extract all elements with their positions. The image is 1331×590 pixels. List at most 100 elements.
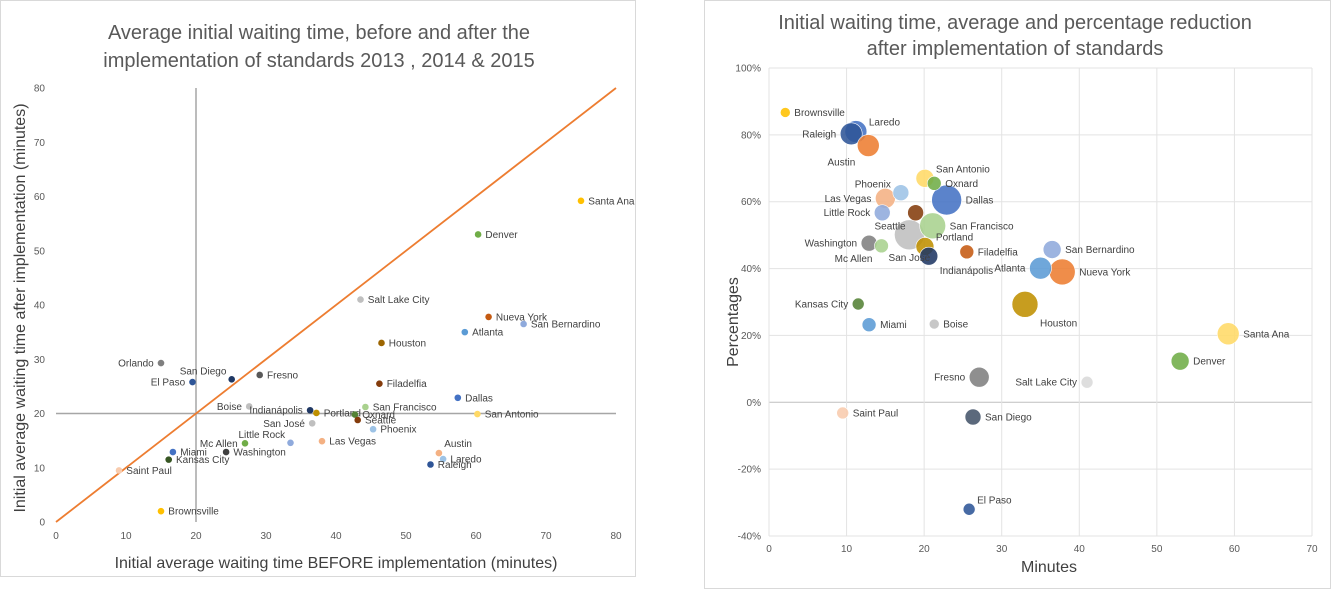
bubble-nueva-york [1048,258,1076,286]
diagonal-line [55,87,617,523]
x-tick-label: 80 [610,531,622,542]
point-brownsville [157,507,165,515]
bubble-label-raleigh: Raleigh [802,129,836,140]
x-tick-label: 0 [766,544,772,555]
point-label-santa-ana: Santa Ana [588,196,635,207]
point-label-orlando: Orlando [118,359,154,370]
plot-area: 0 10 20 30 40 50 60 70 100% 80% 60% 40% 20% 0% -20% -40… [735,64,1318,556]
point-label-las-vegas: Las Vegas [329,437,376,448]
point-dallas [454,394,462,402]
x-tick-label: 30 [260,531,272,542]
bubble-fresno [968,366,990,388]
point-label-indianapolis: Indianápolis [249,406,302,417]
point-orlando [157,359,165,367]
bubble-label-filadelfia: Filadelfia [978,247,1018,258]
bubble-el-paso [962,502,976,516]
point-label-nueva-york: Nueva York [496,312,548,323]
point-label-filadelfia: Filadelfia [387,379,427,390]
bubble-chart-panel: Initial waiting time, average and percen… [704,0,1331,589]
bubble-oxnard [926,176,942,191]
point-miami [169,448,177,456]
point-san-jose [308,419,316,427]
x-tick-label: 60 [470,531,482,542]
point-label-denver: Denver [485,230,518,241]
bubble-kansas-city [851,297,865,311]
point-label-portland: Portland [324,408,361,419]
point-raleigh [427,461,434,468]
bubble-label-san-antonio: San Antonio [936,164,990,175]
bubble-indianapolis [919,246,939,266]
point-label-san-antonio: San Antonio [485,410,539,421]
bubble-washington [860,234,878,252]
bubble-label-san-diego: San Diego [985,412,1032,423]
scatter-chart-panel: Average initial waiting time, before and… [0,0,636,577]
x-tick-label: 70 [540,531,552,542]
point-indianapolis [306,406,314,414]
bubble-label-fresno: Fresno [934,373,966,384]
y-tick-label: 60% [741,197,761,208]
x-tick-label: 40 [1074,544,1086,555]
point-mc-allen [241,440,249,447]
point-label-fresno: Fresno [267,370,299,381]
y-tick-label: 0% [747,398,762,409]
x-tick-label: 10 [120,531,132,542]
bubble-san-diego [964,408,982,426]
point-saint-paul [115,467,123,474]
point-label-boise: Boise [217,402,242,413]
bubble-mc-allen [874,238,889,254]
x-tick-label: 50 [400,531,412,542]
x-axis-title: Minutes [1021,559,1077,576]
scatter-chart: Average initial waiting time, before and… [12,22,635,572]
point-houston [378,339,385,347]
y-tick-label: -40% [738,532,761,543]
bubble-label-little-rock: Little Rock [824,208,872,219]
point-boise [245,403,253,410]
x-tick-label: 70 [1306,544,1318,555]
bubble-label-dallas: Dallas [966,196,994,207]
point-filadelfia [376,380,383,387]
bubble-brownsville [779,107,791,118]
bubble-san-francisco [919,212,946,240]
point-label-laredo: Laredo [450,455,482,466]
y-tick-label: 80 [34,84,46,95]
point-label-atlanta: Atlanta [472,328,504,339]
bubble-houston [1011,291,1039,318]
bubble-san-bernardino [1042,240,1062,259]
bubble-label-atlanta: Atlanta [994,264,1026,275]
point-kansas-city [165,456,172,463]
x-tick-label: 30 [996,544,1008,555]
x-tick-label: 10 [841,544,853,555]
bubble-phoenix [892,184,910,201]
bubble-raleigh [839,122,863,146]
bubble-miami [861,317,877,333]
bubble-label-san-bernardino: San Bernardino [1065,245,1135,256]
bubble-atlanta [1029,256,1052,280]
point-salt-lake-city [357,296,364,303]
point-label-seattle: Seattle [365,416,397,427]
y-axis-title: Initial average waiting time after imple… [12,103,29,512]
point-laredo [439,455,447,463]
bubble-label-salt-lake-city: Salt Lake City [1015,378,1077,389]
point-oxnard [351,411,359,418]
y-tick-label: -20% [738,465,761,476]
point-san-diego [228,376,235,383]
point-nueva-york [485,313,492,321]
bubble-label-mc-allen: Mc Allen [835,254,873,265]
plot-area: 0 10 20 30 40 50 60 70 80 0 10 20 30 40 50 60 70 80 Santa … [34,84,635,543]
y-tick-label: 0 [39,518,45,529]
point-label-kansas-city: Kansas City [176,455,229,466]
bubble-label-san-jose: San José [889,253,931,264]
chart-title-line-2: implementation of standards 2013 , 2014 … [103,50,534,72]
chart-title-line-2: after implementation of standards [867,38,1164,60]
bubble-label-el-paso: El Paso [977,495,1012,506]
point-seattle [354,416,362,424]
point-label-raleigh: Raleigh [438,460,472,471]
point-label-san-bernardino: San Bernardino [531,319,601,330]
bubble-filadelfia [959,244,975,260]
y-tick-label: 10 [34,463,46,474]
y-tick-label: 100% [735,64,761,75]
bubble-boise [928,318,940,330]
y-axis-title: Percentages [725,277,742,367]
x-tick-label: 50 [1151,544,1163,555]
point-label-austin: Austin [444,439,472,450]
